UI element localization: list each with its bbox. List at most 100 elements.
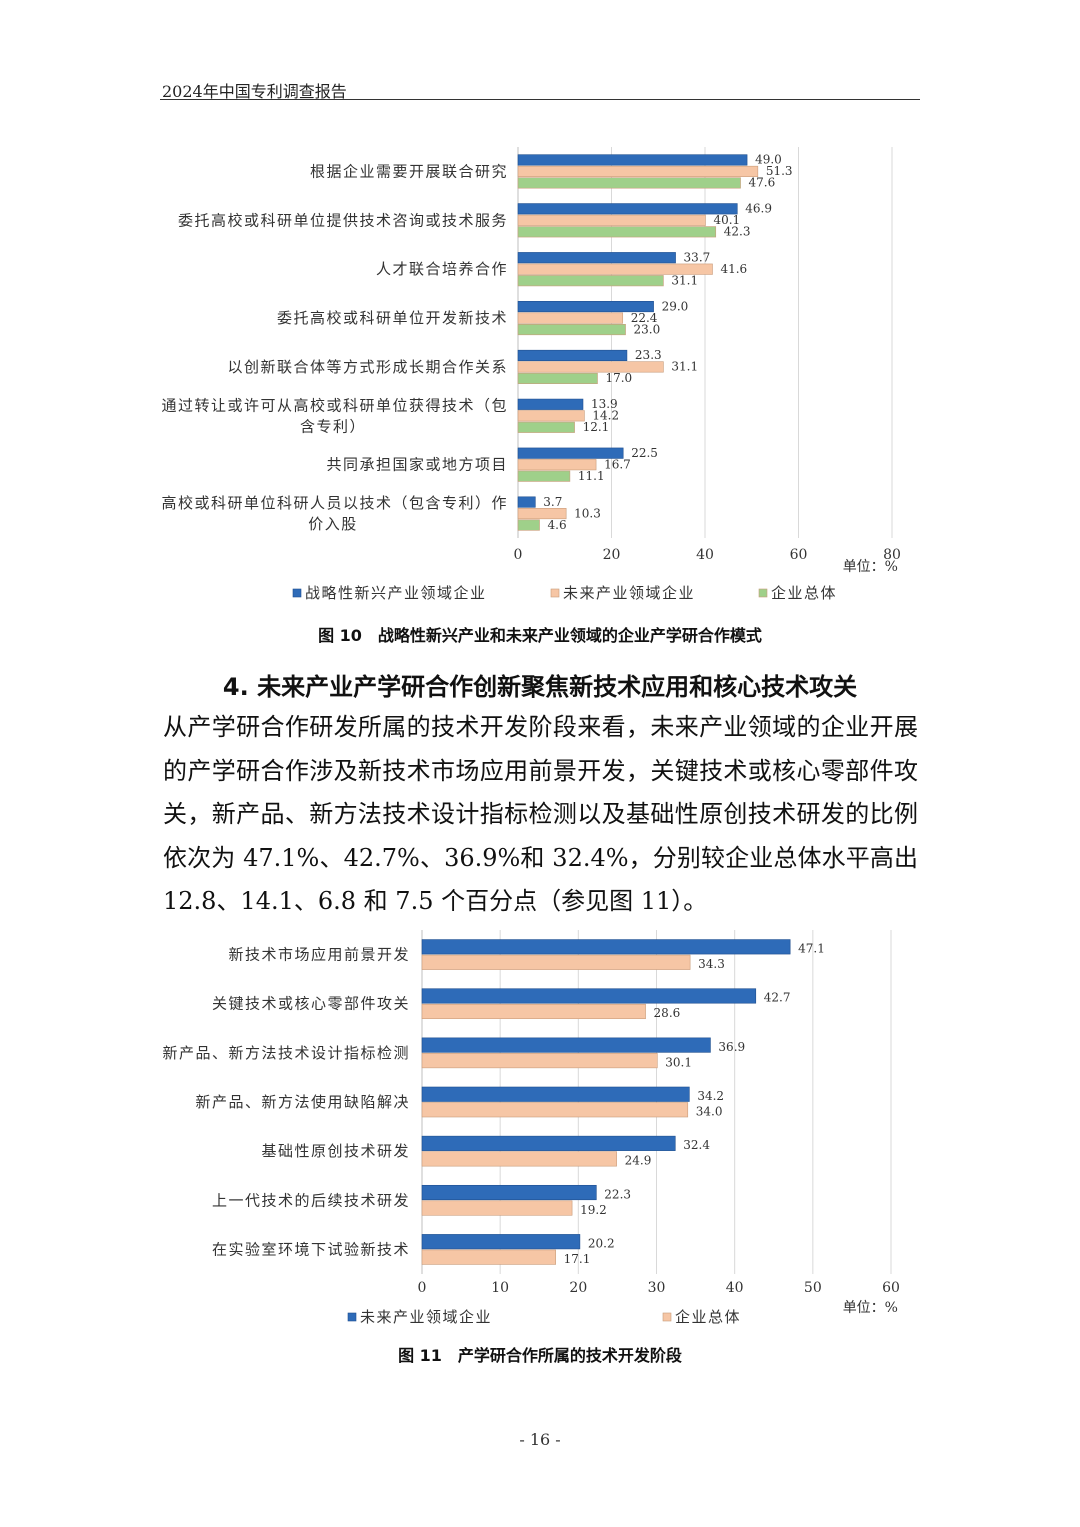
- data-label: 31.1: [671, 273, 698, 287]
- data-label: 41.6: [720, 262, 747, 276]
- x-tick-label: 60: [882, 1280, 900, 1296]
- unit-label: 单位：%: [843, 1300, 898, 1316]
- category-label: 人才联合培养合作: [376, 260, 508, 278]
- legend-label: 未来产业领域企业: [563, 584, 695, 602]
- figure-11-chart: 新技术市场应用前景开发 47.1 34.3 关键技术或核心零部件攻关 42.7 28.6 新…: [162, 930, 900, 1326]
- data-label: 14.2: [592, 409, 619, 423]
- figure-10-chart: 根据企业需要开展联合研究 49.051.347.6 委托高校或科研单位提供技术咨询或…: [161, 147, 901, 602]
- bar: [421, 1053, 658, 1069]
- legend-swatch: [758, 588, 768, 598]
- data-label: 17.1: [564, 1252, 591, 1266]
- bar: [517, 349, 628, 361]
- x-tick-label: 0: [418, 1280, 427, 1296]
- category-label: 通过转让或许可从高校或科研单位获得技术（包: [161, 396, 508, 414]
- legend-swatch: [292, 588, 302, 598]
- data-label: 4.6: [548, 518, 567, 532]
- data-label: 49.0: [755, 153, 782, 167]
- data-label: 47.1: [798, 942, 825, 956]
- data-label: 24.9: [625, 1154, 652, 1168]
- data-label: 47.6: [749, 176, 776, 190]
- bar: [421, 1151, 617, 1167]
- body-paragraph: 从产学研合作研发所属的技术开发阶段来看，未来产业领域的企业开展的产学研合作涉及新…: [163, 713, 918, 915]
- data-label: 36.9: [718, 1040, 745, 1054]
- page-header-title: 2024年中国专利调查报告: [162, 82, 347, 101]
- category-label: 关键技术或核心零部件攻关: [212, 995, 410, 1013]
- category-label: 基础性原创技术研发: [261, 1142, 410, 1160]
- x-tick-label: 60: [790, 547, 808, 563]
- data-label: 13.9: [591, 397, 618, 411]
- bar: [517, 470, 571, 482]
- section-heading: 4. 未来产业产学研合作创新聚焦新技术应用和核心技术攻关: [222, 673, 858, 701]
- data-label: 30.1: [665, 1055, 692, 1069]
- bar: [517, 275, 664, 287]
- data-label: 42.3: [724, 225, 751, 239]
- data-label: 42.7: [764, 991, 791, 1005]
- legend-swatch: [347, 1312, 357, 1322]
- bar: [421, 1086, 690, 1102]
- figure-11-caption: 图 11 产学研合作所属的技术开发阶段: [398, 1346, 682, 1365]
- data-label: 22.3: [604, 1187, 631, 1201]
- legend-swatch: [662, 1312, 672, 1322]
- bar: [517, 203, 738, 215]
- bar: [517, 263, 713, 275]
- header-divider: [160, 99, 920, 100]
- data-label: 20.2: [588, 1236, 615, 1250]
- category-label: 上一代技术的后续技术研发: [212, 1191, 410, 1209]
- bar: [421, 954, 691, 970]
- data-label: 23.3: [635, 348, 662, 362]
- data-label: 32.4: [683, 1138, 710, 1152]
- data-label: 16.7: [604, 457, 631, 471]
- x-tick-label: 20: [603, 547, 621, 563]
- category-label: 在实验室环境下试验新技术: [212, 1240, 410, 1258]
- data-label: 31.1: [671, 360, 698, 374]
- bar: [517, 252, 676, 264]
- data-label: 34.2: [697, 1089, 724, 1103]
- category-label: 委托高校或科研单位提供技术咨询或技术服务: [178, 211, 508, 229]
- category-label: 含专利）: [300, 417, 366, 435]
- figure-10-caption: 图 10 战略性新兴产业和未来产业领域的企业产学研合作模式: [318, 626, 762, 645]
- legend-label: 企业总体: [675, 1308, 741, 1326]
- data-label: 34.3: [698, 957, 725, 971]
- x-tick-label: 80: [883, 547, 901, 563]
- bar: [517, 496, 536, 508]
- bar: [517, 398, 584, 410]
- x-tick-label: 20: [569, 1280, 587, 1296]
- data-label: 40.1: [713, 213, 740, 227]
- legend-label: 未来产业领域企业: [360, 1308, 492, 1326]
- bar: [517, 165, 759, 177]
- bar: [421, 1135, 676, 1151]
- category-label: 委托高校或科研单位开发新技术: [277, 309, 508, 327]
- bar: [517, 421, 575, 433]
- page-number: - 16 -: [519, 1430, 561, 1449]
- unit-label: 单位：%: [843, 559, 898, 575]
- x-tick-label: 30: [648, 1280, 666, 1296]
- x-tick-label: 10: [491, 1280, 509, 1296]
- bar: [517, 372, 598, 384]
- bar: [517, 177, 741, 189]
- bar: [421, 1037, 711, 1053]
- data-label: 51.3: [766, 164, 793, 178]
- data-label: 17.0: [605, 371, 632, 385]
- bar: [421, 1234, 581, 1250]
- bar: [517, 508, 567, 520]
- category-label: 高校或科研单位科研人员以技术（包含专利）作: [161, 494, 508, 512]
- data-label: 23.0: [634, 322, 661, 336]
- bar: [421, 1003, 646, 1020]
- legend-label: 战略性新兴产业领域企业: [305, 584, 487, 602]
- bar: [517, 312, 624, 324]
- bar: [517, 226, 717, 238]
- x-tick-label: 40: [726, 1280, 744, 1296]
- bar: [421, 1184, 597, 1201]
- bar: [517, 301, 654, 313]
- bar: [517, 459, 597, 471]
- data-label: 34.0: [696, 1105, 723, 1119]
- legend-swatch: [550, 588, 560, 598]
- x-tick-label: 50: [804, 1280, 822, 1296]
- category-label: 以创新联合体等方式形成长期合作关系: [227, 358, 508, 376]
- data-label: 12.1: [583, 420, 610, 434]
- bar: [517, 410, 585, 422]
- data-label: 33.7: [684, 250, 711, 264]
- category-label: 新产品、新方法技术设计指标检测: [162, 1044, 410, 1062]
- category-label: 新产品、新方法使用缺陷解决: [195, 1093, 410, 1111]
- bar: [421, 1249, 556, 1265]
